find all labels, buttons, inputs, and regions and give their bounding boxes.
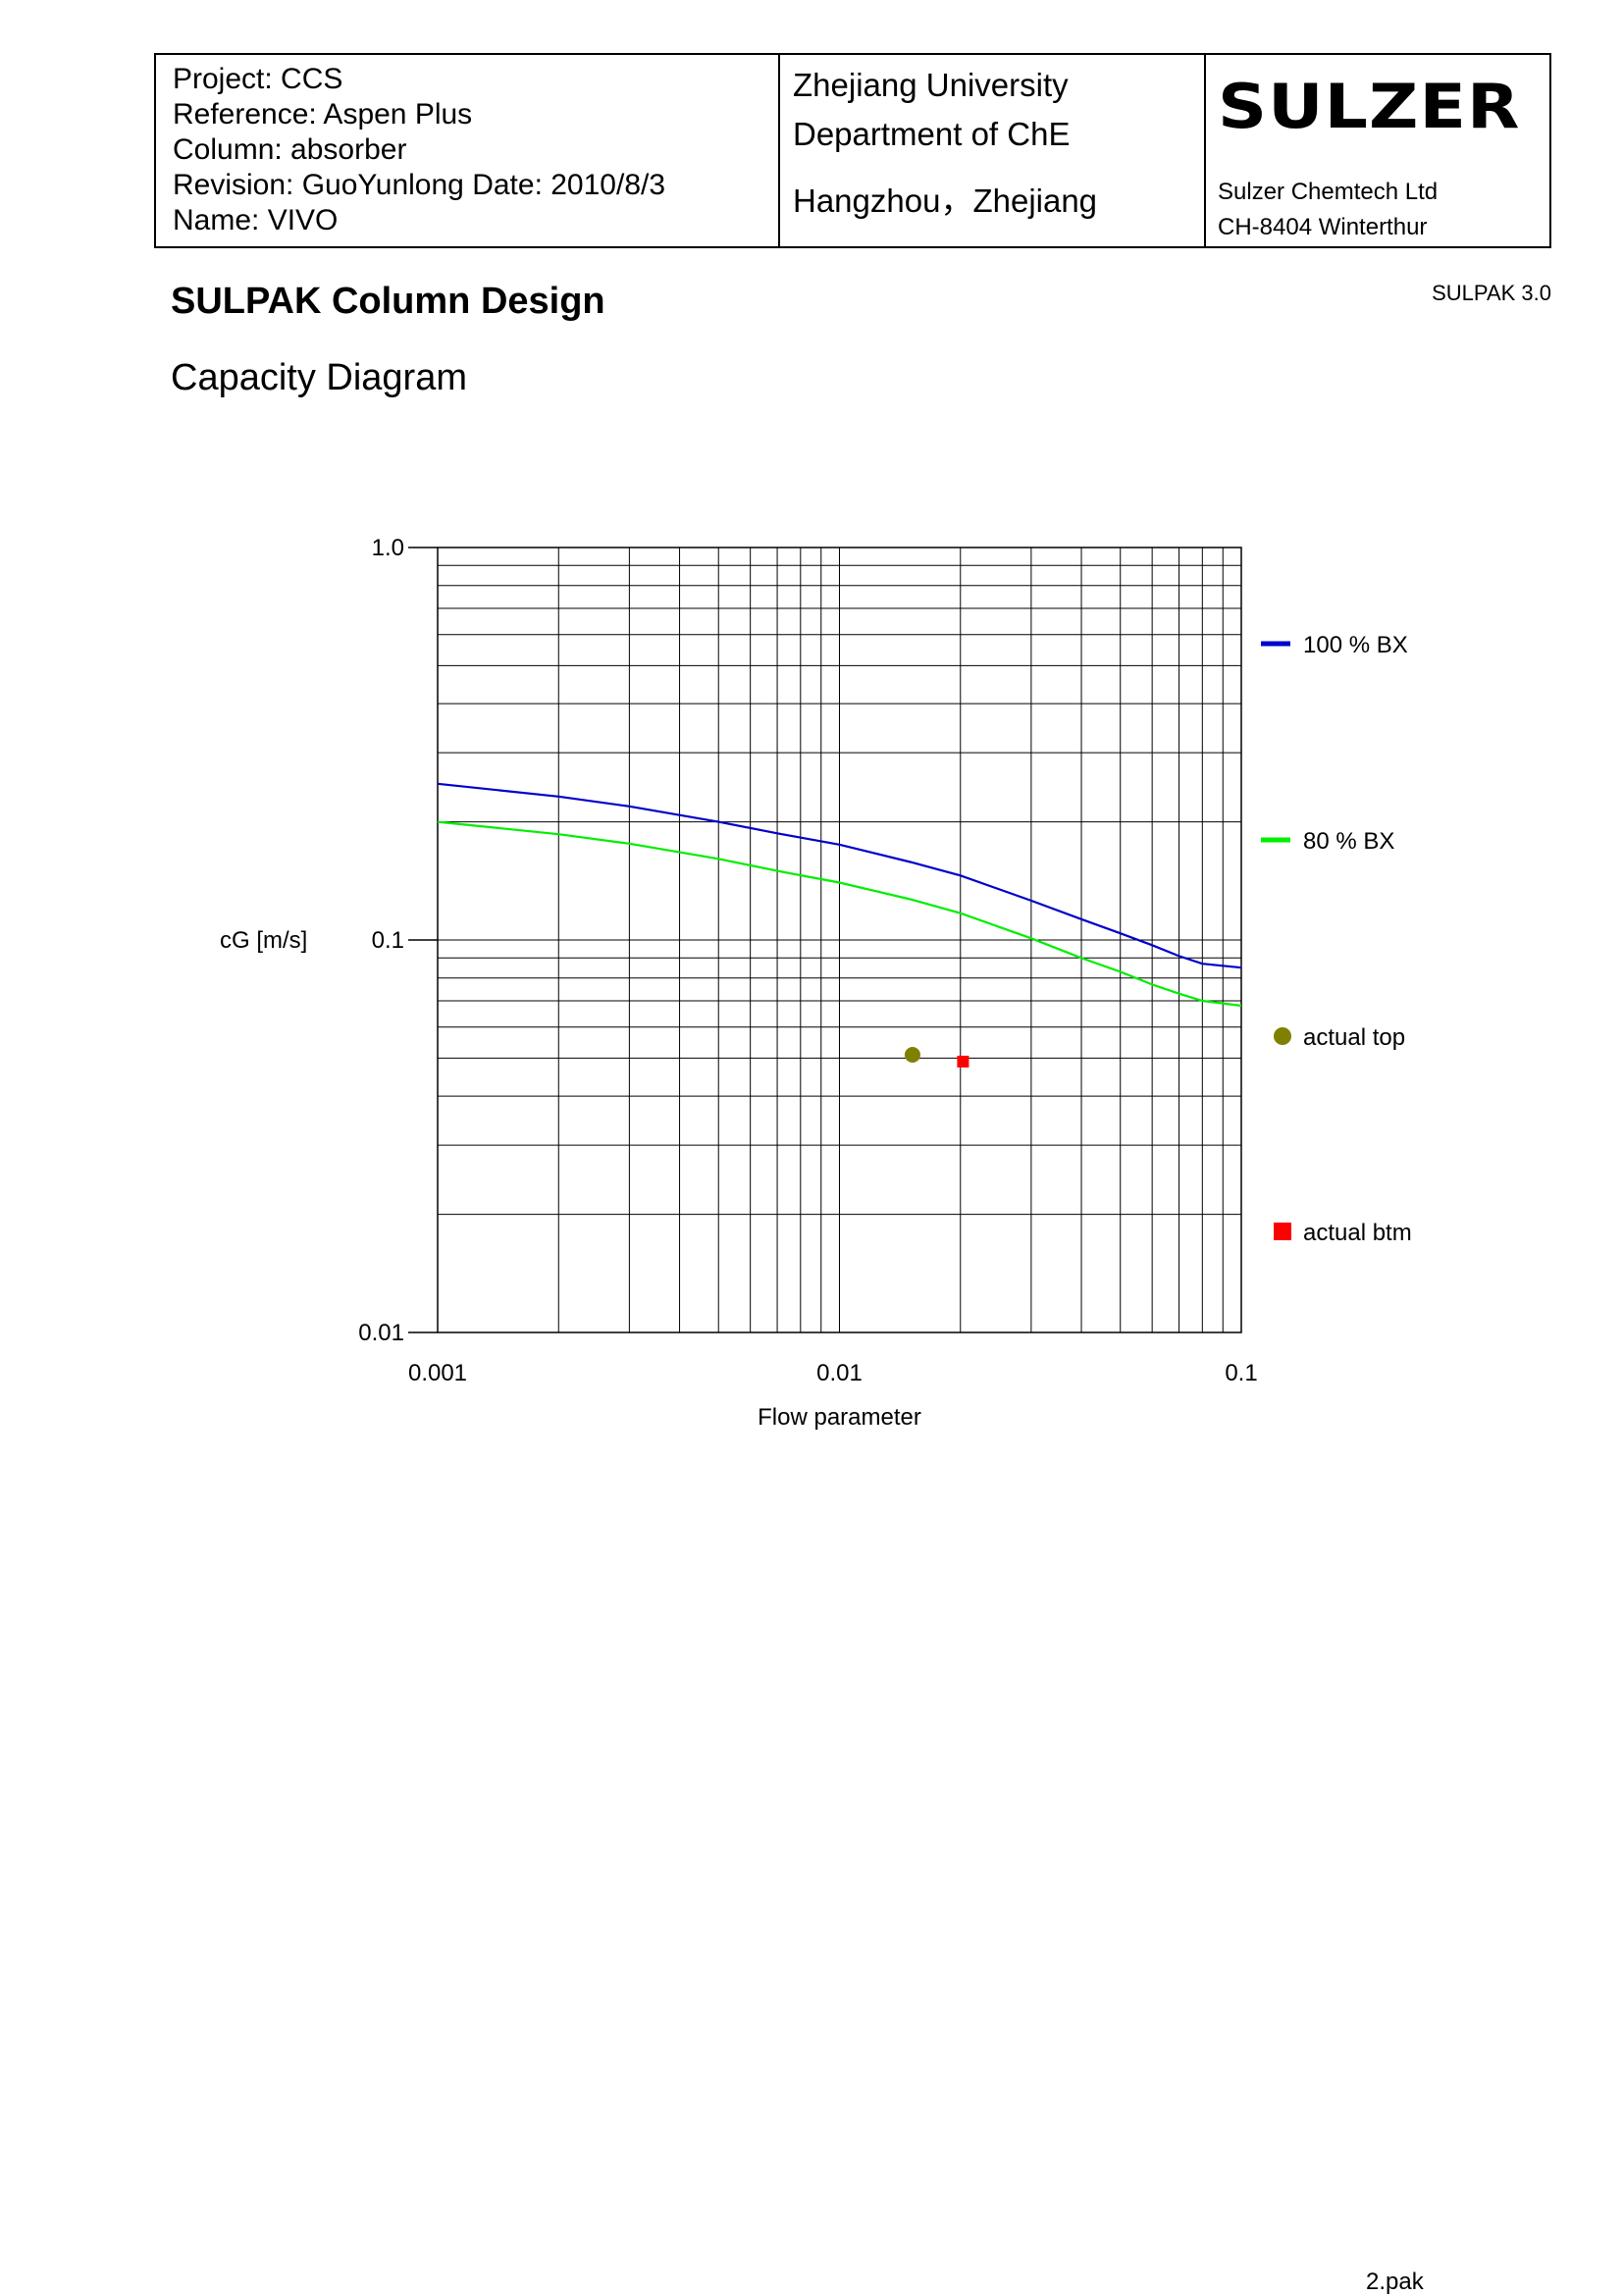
- y-tick-label: 0.1: [372, 927, 404, 954]
- y-axis-label: cG [m/s]: [220, 927, 307, 954]
- legend-swatch: [1274, 1027, 1291, 1045]
- series-80-bx: [437, 820, 1242, 1008]
- series-actual-btm: [957, 1055, 969, 1068]
- city: Hangzhou，Zhejiang: [793, 183, 1098, 219]
- project-line: Project: CCS: [173, 63, 343, 95]
- series-line: [437, 820, 1242, 1008]
- grid: [437, 548, 1241, 1333]
- project-info: Project: CCS Reference: Aspen Plus Colum…: [156, 55, 780, 246]
- sulzer-logo: SULZER: [1218, 71, 1521, 142]
- x-tick-label: 0.01: [816, 1360, 863, 1386]
- name-line: Name: VIVO: [173, 204, 339, 236]
- version-label: SULPAK 3.0: [1432, 281, 1551, 305]
- legend-label: actual btm: [1303, 1220, 1412, 1246]
- legend-item: actual btm: [1274, 1220, 1412, 1246]
- university: Zhejiang University: [793, 67, 1069, 103]
- page-subtitle: Capacity Diagram: [171, 357, 467, 398]
- series-100-bx: [437, 782, 1242, 969]
- y-tick-label: 1.0: [372, 535, 404, 561]
- reference-line: Reference: Aspen Plus: [173, 98, 473, 130]
- institution-info: Zhejiang University Department of ChE Ha…: [778, 55, 1206, 246]
- page-title: SULPAK Column Design: [171, 281, 605, 322]
- revision-line: Revision: GuoYunlong Date: 2010/8/3: [173, 169, 666, 201]
- legend-label: 100 % BX: [1303, 632, 1408, 658]
- company-address: CH-8404 Winterthur: [1218, 214, 1428, 240]
- y-tick-label: 0.01: [358, 1320, 404, 1346]
- footer-filename: 2.pak: [1366, 2269, 1424, 2295]
- company-name: Sulzer Chemtech Ltd: [1218, 179, 1439, 205]
- data-point: [904, 1046, 920, 1063]
- legend-item: 80 % BX: [1261, 828, 1394, 855]
- series-line: [437, 782, 1242, 969]
- legend-item: actual top: [1274, 1024, 1405, 1051]
- x-axis-label: Flow parameter: [758, 1404, 921, 1431]
- x-tick-label: 0.1: [1225, 1360, 1257, 1386]
- data-point: [957, 1055, 969, 1068]
- legend-swatch: [1274, 1223, 1291, 1240]
- company-info: SULZER Sulzer Chemtech Ltd CH-8404 Winte…: [1204, 55, 1549, 246]
- header-box: Project: CCS Reference: Aspen Plus Colum…: [154, 53, 1551, 248]
- column-line: Column: absorber: [173, 133, 407, 166]
- series-actual-top: [904, 1046, 920, 1063]
- legend-label: actual top: [1303, 1024, 1405, 1051]
- legend-item: 100 % BX: [1261, 632, 1408, 658]
- department: Department of ChE: [793, 116, 1071, 152]
- legend-label: 80 % BX: [1303, 828, 1394, 855]
- x-tick-label: 0.001: [408, 1360, 467, 1386]
